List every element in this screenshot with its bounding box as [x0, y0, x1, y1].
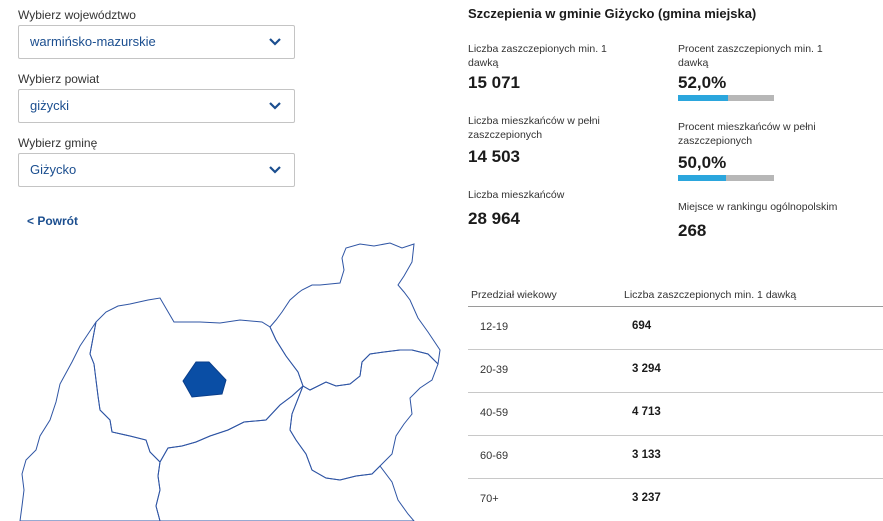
map-region-south — [155, 385, 415, 521]
pct-one-dose-value: 52,0% — [678, 73, 727, 92]
row-age: 20-39 — [480, 364, 509, 376]
map-region-southwest — [19, 321, 161, 521]
chevron-down-icon — [269, 38, 281, 46]
row-age: 12-19 — [480, 321, 509, 333]
vaccinated-one-dose-label: Liczba zaszczepionych min. 1 dawką — [468, 43, 607, 69]
pct-fully-bar — [678, 175, 774, 181]
table-row: 70+ 3 237 — [468, 479, 883, 521]
voivodeship-label: Wybierz województwo — [18, 8, 136, 22]
row-age: 70+ — [480, 493, 499, 505]
row-age: 40-59 — [480, 407, 509, 419]
table-header-vaccinated: Liczba zaszczepionych min. 1 dawką — [624, 289, 797, 301]
table-row: 60-69 3 133 — [468, 436, 883, 479]
row-value: 694 — [632, 320, 652, 332]
pct-fully-value: 50,0% — [678, 153, 727, 172]
map-region-east — [289, 349, 439, 481]
municipality-map — [19, 242, 441, 521]
row-value: 3 133 — [632, 449, 661, 461]
municipality-label: Wybierz gminę — [18, 136, 98, 150]
fully-vaccinated-label: Liczba mieszkańców w pełni zaszczepionyc… — [468, 115, 600, 141]
county-value: giżycki — [30, 98, 70, 113]
voivodeship-select[interactable]: warmińsko-mazurskie — [18, 25, 295, 59]
voivodeship-value: warmińsko-mazurskie — [30, 34, 156, 49]
table-header-age: Przedział wiekowy — [471, 289, 557, 301]
map-highlight-gizycko — [182, 361, 227, 398]
pct-fully-label: Procent mieszkańców w pełni zaszczepiony… — [678, 121, 816, 147]
back-link[interactable]: < Powrót — [27, 214, 79, 228]
fully-vaccinated-value: 14 503 — [468, 147, 520, 166]
row-value: 4 713 — [632, 406, 661, 418]
county-label: Wybierz powiat — [18, 72, 100, 86]
table-row: 20-39 3 294 — [468, 350, 883, 393]
residents-label: Liczba mieszkańców — [468, 189, 565, 201]
residents-value: 28 964 — [468, 209, 520, 228]
pct-one-dose-label: Procent zaszczepionych min. 1 dawką — [678, 43, 823, 69]
ranking-label: Miejsce w rankingu ogólnopolskim — [678, 201, 838, 213]
stats-title: Szczepienia w gminie Giżycko (gmina miej… — [468, 6, 757, 21]
chevron-down-icon — [269, 102, 281, 110]
table-row: 12-19 694 — [468, 307, 883, 350]
ranking-value: 268 — [678, 221, 707, 240]
pct-one-dose-bar-fill — [678, 95, 728, 101]
table-header-divider — [468, 306, 883, 307]
row-age: 60-69 — [480, 450, 509, 462]
municipality-value: Giżycko — [30, 162, 77, 177]
county-select[interactable]: giżycki — [18, 89, 295, 123]
pct-fully-bar-fill — [678, 175, 726, 181]
table-row: 40-59 4 713 — [468, 393, 883, 436]
municipality-select[interactable]: Giżycko — [18, 153, 295, 187]
row-value: 3 294 — [632, 363, 661, 375]
pct-one-dose-bar — [678, 95, 774, 101]
chevron-down-icon — [269, 166, 281, 174]
vaccinated-one-dose-value: 15 071 — [468, 73, 520, 92]
row-value: 3 237 — [632, 492, 661, 504]
